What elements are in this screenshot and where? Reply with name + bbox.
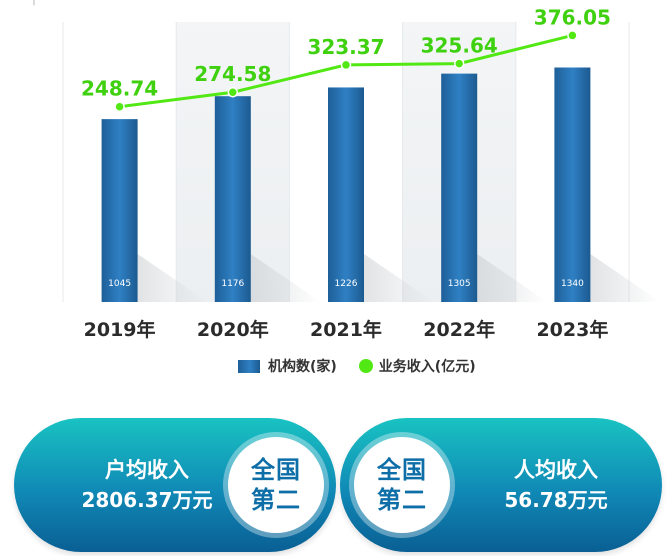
bar-2022年 xyxy=(441,73,478,302)
per-capita-income-value: 56.78万元 xyxy=(504,488,608,512)
badge-bottom-text: 第二 xyxy=(377,486,427,514)
x-tick-label: 2020年 xyxy=(197,318,269,341)
bar-value-label: 1226 xyxy=(335,279,358,289)
legend-item-line: 业务收入(亿元) xyxy=(337,356,476,376)
chart-legend: 机构数(家) 业务收入(亿元) xyxy=(238,356,476,376)
bar-2023年 xyxy=(554,67,591,302)
bar-shadow xyxy=(137,254,208,302)
revenue-point xyxy=(114,101,125,112)
rank-badge-per-capita: 全国 第二 xyxy=(354,437,450,533)
badge-top-text: 全国 xyxy=(251,456,301,484)
badge-top-text: 全国 xyxy=(377,456,427,484)
x-tick-label: 2019年 xyxy=(84,318,156,341)
revenue-point xyxy=(453,58,465,69)
revenue-point xyxy=(340,59,352,71)
legend-item-bar: 机构数(家) xyxy=(238,356,337,376)
bar-value-label: 1340 xyxy=(561,279,584,289)
revenue-point xyxy=(227,86,239,98)
bar-shadow xyxy=(364,254,434,302)
x-tick-label: 2021年 xyxy=(310,318,382,341)
revenue-value-label: 323.37 xyxy=(307,35,384,59)
bar-value-label: 1305 xyxy=(448,279,471,289)
legend-bar-label: 机构数(家) xyxy=(268,359,337,375)
revenue-value-label: 248.74 xyxy=(81,77,158,101)
legend-line-label: 业务收入(亿元) xyxy=(378,359,476,375)
household-income-card: 户均收入 2806.37万元 全国 第二 xyxy=(14,418,336,552)
legend-bar-swatch xyxy=(238,359,260,373)
revenue-value-label: 274.58 xyxy=(194,62,271,86)
per-capita-income-title: 人均收入 xyxy=(514,458,598,482)
badge-bottom-text: 第二 xyxy=(251,486,301,514)
bar-shadow xyxy=(477,254,548,302)
stray-mark: ┌ ˙ xyxy=(30,0,48,6)
bar-value-label: 1045 xyxy=(108,279,131,289)
bar-shadow xyxy=(590,254,661,302)
x-tick-label: 2023年 xyxy=(536,318,608,341)
x-tick-label: 2022年 xyxy=(423,318,495,341)
household-income-title: 户均收入 xyxy=(105,458,189,482)
per-capita-income-text: 人均收入 56.78万元 xyxy=(456,455,656,515)
per-capita-income-card: 全国 第二 人均收入 56.78万元 xyxy=(340,418,662,552)
rank-badge-household: 全国 第二 xyxy=(228,437,324,533)
bar-2019年 xyxy=(101,119,138,302)
bar-2021年 xyxy=(328,87,364,302)
household-income-text: 户均收入 2806.37万元 xyxy=(48,455,246,515)
bar-shadow xyxy=(250,254,321,302)
revenue-point xyxy=(567,30,578,41)
household-income-value: 2806.37万元 xyxy=(81,488,213,512)
legend-line-swatch xyxy=(358,359,373,373)
revenue-value-label: 325.64 xyxy=(421,34,498,58)
revenue-value-label: 376.05 xyxy=(534,5,611,29)
chart: 1045 1176 1226 1305 1340 248.74 274.58 323.37 3… xyxy=(62,5,661,341)
bar-2020年 xyxy=(214,96,251,302)
bar-value-label: 1176 xyxy=(221,279,244,289)
